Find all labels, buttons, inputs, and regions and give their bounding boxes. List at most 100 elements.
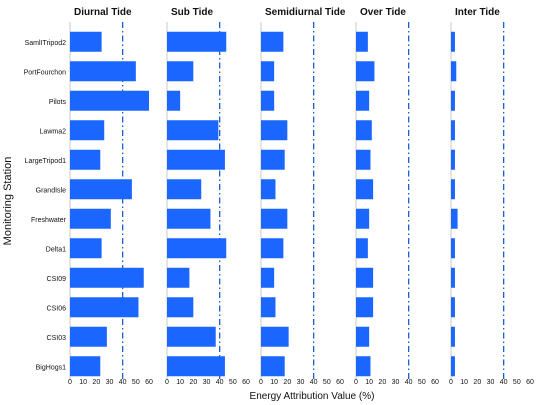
x-tick-label: 30 (392, 379, 400, 386)
bar (451, 326, 455, 347)
bar (167, 90, 181, 111)
y-axis-title: Monitoring Station (2, 157, 14, 246)
x-tick-label: 30 (203, 379, 211, 386)
panel-title: Semidiurnal Tide (265, 7, 346, 18)
bar (261, 238, 284, 259)
x-tick-label: 50 (323, 379, 331, 386)
bar (356, 238, 368, 259)
bar (356, 356, 371, 377)
bar (70, 179, 132, 200)
y-tick-label: CSI06 (47, 305, 67, 312)
bar (167, 238, 227, 259)
x-tick-label: 20 (283, 379, 291, 386)
bar (451, 179, 455, 200)
bar (356, 208, 370, 229)
bar (261, 90, 275, 111)
bar (261, 120, 288, 141)
bar (356, 149, 371, 170)
y-tick-label: CSI09 (47, 276, 67, 283)
y-tick-label: Pilots (49, 99, 67, 106)
bar (451, 61, 457, 82)
bar (451, 356, 455, 377)
x-tick-label: 30 (487, 379, 495, 386)
bar (261, 267, 275, 288)
bar (70, 149, 101, 170)
bar (167, 120, 219, 141)
bar (451, 149, 455, 170)
y-tick-label: BigHogs1 (36, 364, 66, 371)
x-tick-label: 0 (449, 379, 453, 386)
x-tick-label: 30 (297, 379, 305, 386)
x-tick-label: 50 (418, 379, 426, 386)
bar (167, 61, 194, 82)
y-tick-label: LargeTripod1 (25, 158, 66, 165)
y-tick-label: GrandIsle (36, 187, 66, 194)
y-tick-label: Freshwater (31, 217, 67, 224)
bar (261, 179, 276, 200)
bar (451, 238, 455, 259)
bar (451, 208, 458, 229)
bar (356, 120, 372, 141)
bar (356, 31, 368, 52)
x-tick-label: 20 (473, 379, 481, 386)
x-tick-label: 60 (145, 379, 153, 386)
bar (451, 267, 455, 288)
x-tick-label: 10 (460, 379, 468, 386)
x-tick-label: 10 (365, 379, 373, 386)
x-tick-label: 50 (132, 379, 140, 386)
x-tick-label: 10 (270, 379, 278, 386)
x-axis-title: Energy Attribution Value (%) (250, 391, 375, 402)
bar (70, 297, 139, 318)
y-tick-label: Delta1 (46, 246, 66, 253)
bar (356, 297, 374, 318)
bar (261, 149, 285, 170)
x-tick-label: 60 (336, 379, 344, 386)
bar (70, 90, 149, 111)
bar (167, 208, 211, 229)
x-tick-label: 50 (513, 379, 521, 386)
x-tick-label: 10 (79, 379, 87, 386)
x-tick-label: 50 (229, 379, 237, 386)
bar (167, 267, 190, 288)
bar (356, 61, 375, 82)
x-tick-label: 20 (92, 379, 100, 386)
bar (261, 31, 284, 52)
bar (261, 356, 285, 377)
y-tick-label: Lawma2 (40, 128, 67, 135)
bar (70, 208, 111, 229)
x-tick-label: 0 (259, 379, 263, 386)
x-tick-label: 10 (176, 379, 184, 386)
x-tick-label: 60 (431, 379, 439, 386)
panel-title: Sub Tide (171, 7, 213, 18)
bar (167, 326, 216, 347)
x-tick-label: 0 (165, 379, 169, 386)
bar (70, 61, 136, 82)
x-tick-label: 40 (500, 379, 508, 386)
bar (167, 356, 225, 377)
bar (70, 31, 102, 52)
bar (261, 297, 276, 318)
x-tick-label: 40 (216, 379, 224, 386)
x-tick-label: 0 (354, 379, 358, 386)
panel-title: Diurnal Tide (74, 7, 132, 18)
x-tick-label: 0 (68, 379, 72, 386)
x-tick-label: 40 (119, 379, 127, 386)
x-tick-label: 30 (106, 379, 114, 386)
bar (261, 61, 275, 82)
panel-title: Inter Tide (455, 7, 500, 18)
bar (451, 120, 455, 141)
bar (70, 238, 102, 259)
bar (356, 267, 374, 288)
bar (70, 326, 107, 347)
y-tick-label: CSI03 (47, 335, 67, 342)
bar (167, 31, 227, 52)
bar (451, 297, 455, 318)
bar (261, 326, 289, 347)
bar (70, 120, 105, 141)
x-tick-label: 60 (242, 379, 250, 386)
bar (261, 208, 288, 229)
y-tick-label: SamlITripod2 (25, 40, 66, 47)
x-tick-label: 40 (310, 379, 318, 386)
bar (70, 267, 144, 288)
